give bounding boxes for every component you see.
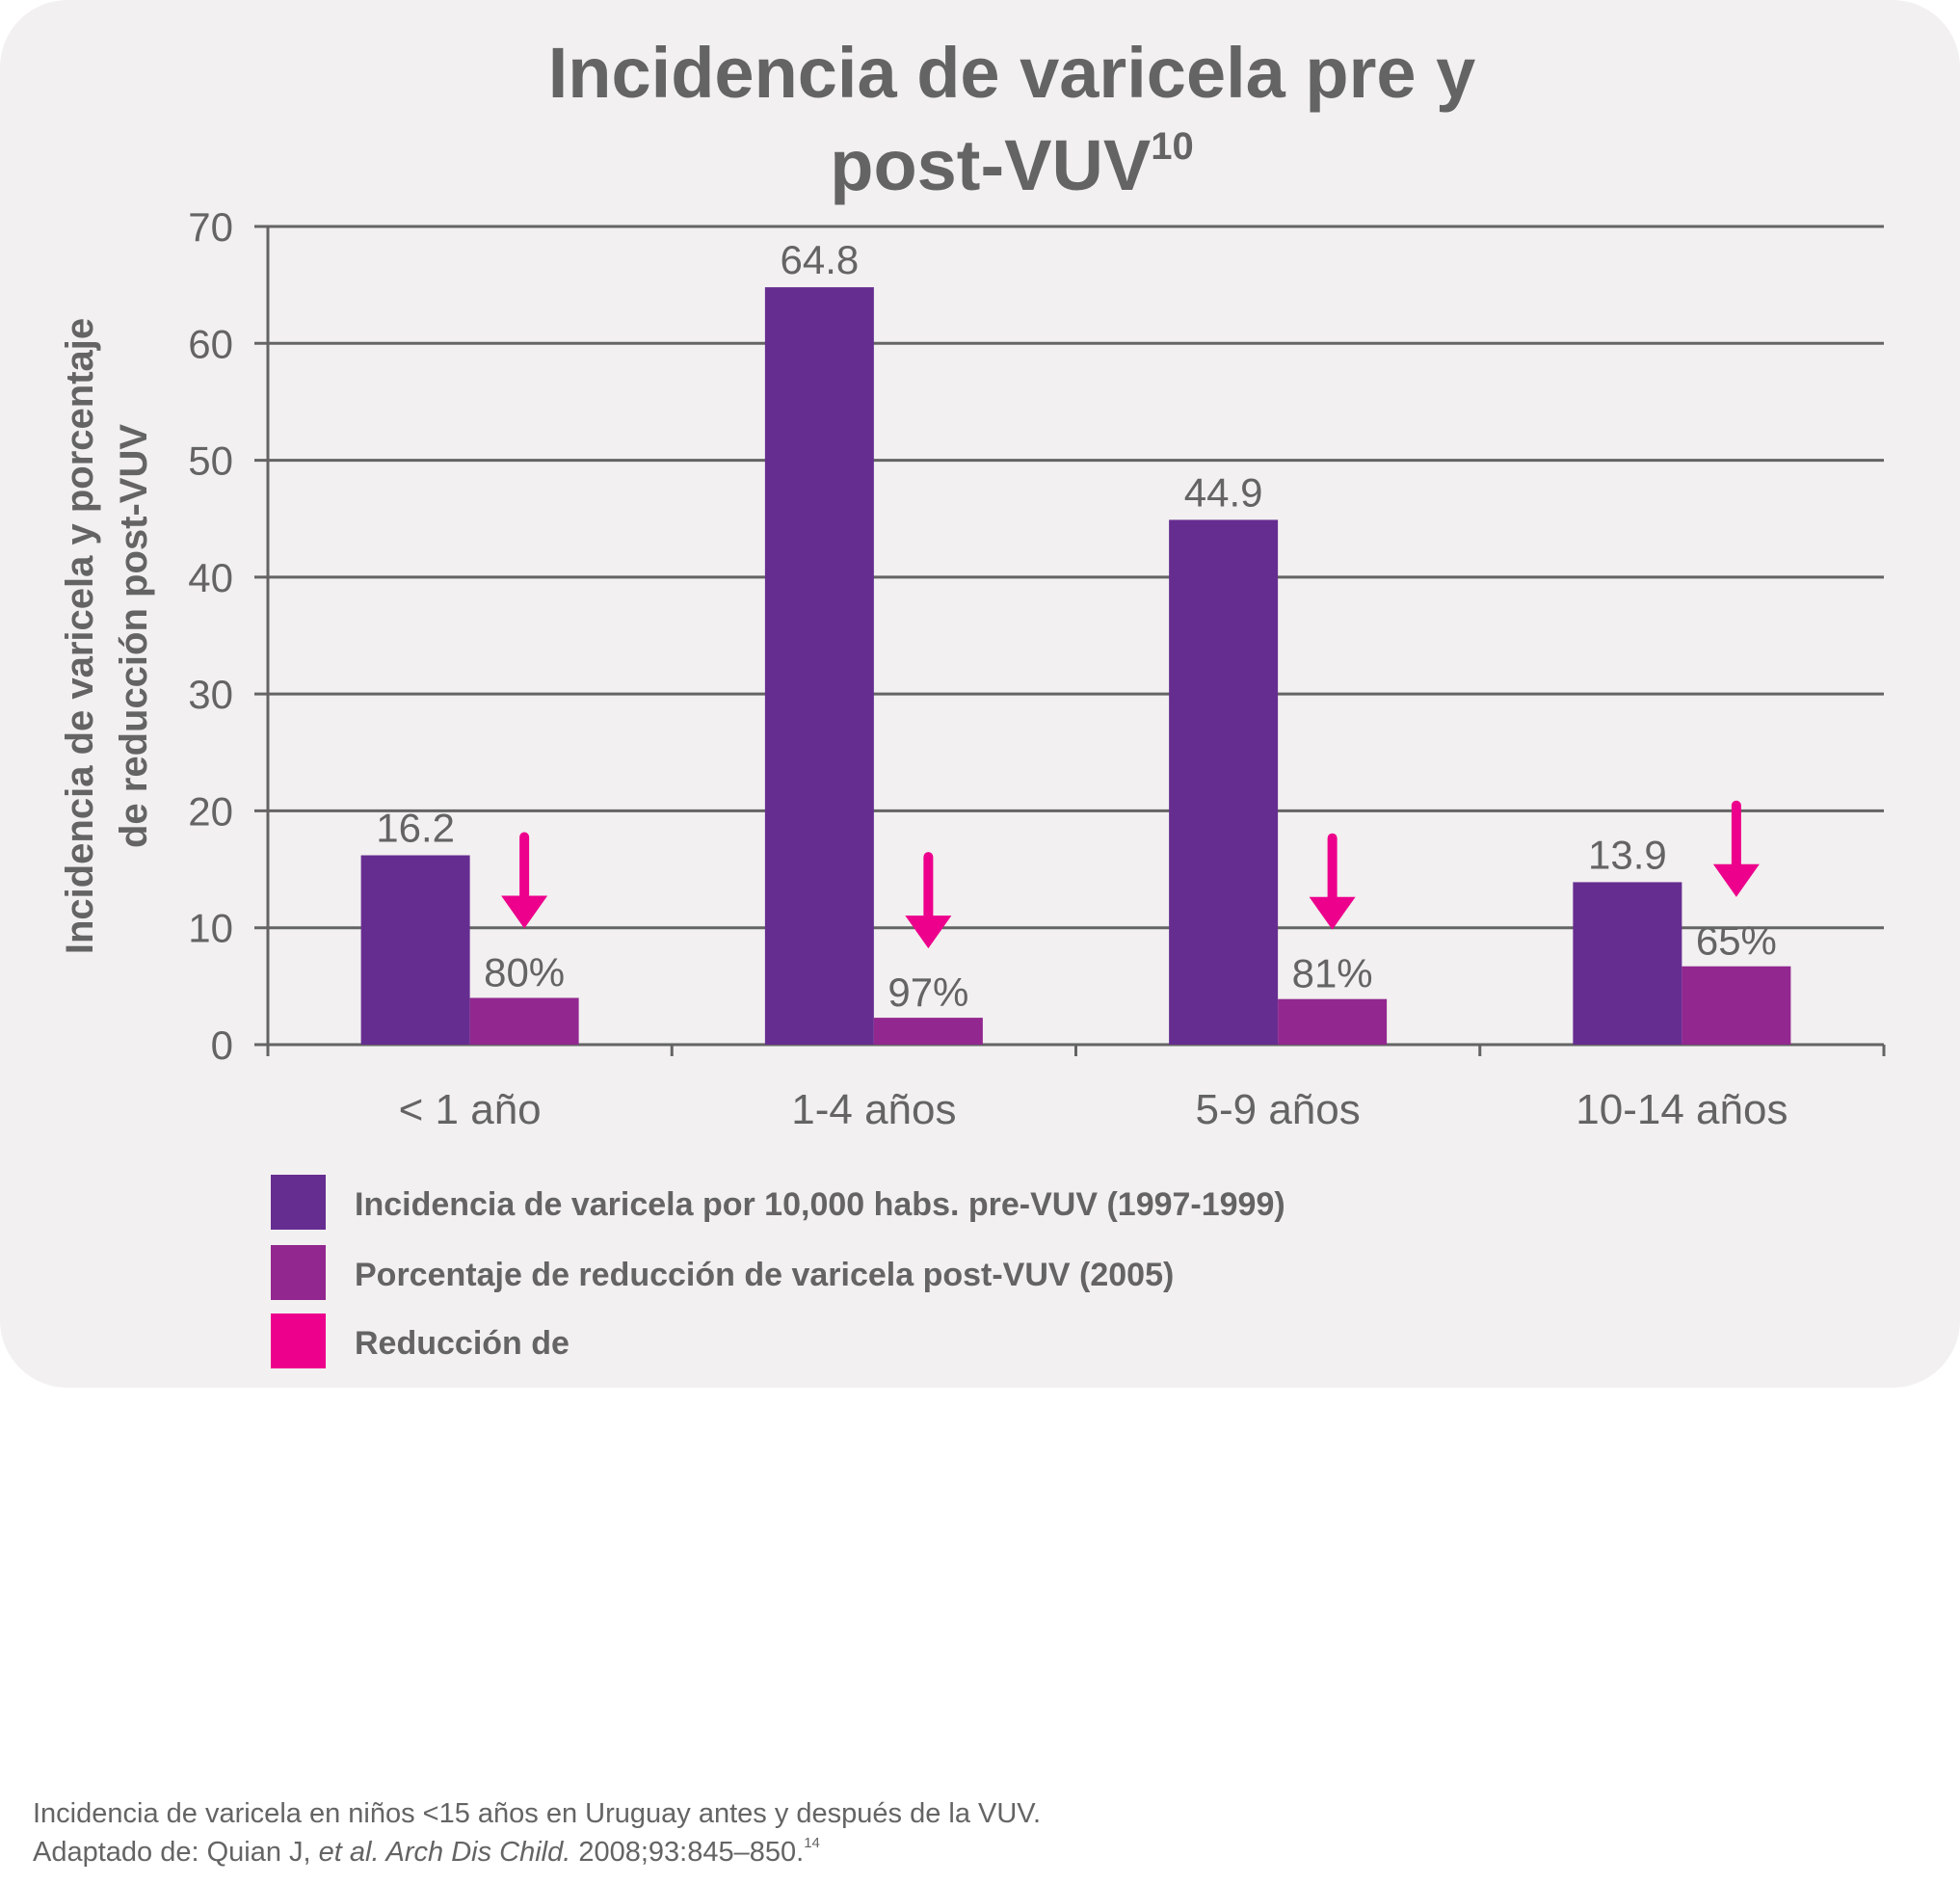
data-label-incidence: 44.9 (1184, 469, 1263, 515)
data-label-incidence: 16.2 (376, 806, 455, 851)
y-tick-label: 20 (188, 788, 233, 834)
legend-swatch (271, 1245, 326, 1300)
chart-title-superscript: 10 (1151, 125, 1194, 168)
bar-incidence (1573, 882, 1682, 1045)
y-tick-label: 60 (188, 321, 233, 366)
y-tick-label: 40 (188, 555, 233, 600)
down-arrow-icon (1309, 896, 1356, 930)
x-category-label: < 1 año (399, 1086, 542, 1133)
y-axis-title: Incidencia de varicela y porcentaje de re… (59, 318, 155, 954)
legend-swatch (271, 1175, 326, 1230)
x-category-label: 1-4 años (791, 1086, 956, 1133)
data-label-reduction: 80% (484, 949, 565, 995)
data-label-reduction: 97% (887, 969, 968, 1015)
bar-reduction (873, 1018, 983, 1045)
data-label-reduction: 81% (1292, 951, 1373, 996)
data-label-reduction: 65% (1696, 918, 1777, 964)
data-label-incidence: 64.8 (781, 237, 860, 282)
bar-reduction (1278, 998, 1388, 1045)
bar-incidence (360, 855, 470, 1045)
chart-title: Incidencia de varicela pre y post-VUV10 (0, 27, 1960, 212)
down-arrow-icon (501, 895, 548, 929)
bar-incidence (764, 287, 874, 1045)
bar-chart: 0 10 20 30 40 50 60 70 16.2 80% < 1 año 64.8 97% 1-4 … (59, 204, 1886, 1368)
legend-swatch (271, 1313, 326, 1368)
down-arrow-icon (905, 915, 952, 949)
caption-line2: Adaptado de: Quian J, et al. Arch Dis Ch… (33, 1833, 1041, 1871)
y-tick-label: 0 (211, 1022, 233, 1068)
down-arrow-icon (1712, 863, 1760, 897)
caption-source-italic: et al. Arch Dis Child. (318, 1837, 571, 1868)
bar-incidence (1169, 519, 1279, 1045)
y-tick-label: 50 (188, 438, 233, 484)
y-axis-title-line: de reducción post-VUV (113, 424, 155, 848)
x-category-label: 10-14 años (1576, 1086, 1788, 1133)
legend-label: Porcentaje de reducción de varicela post… (355, 1257, 1174, 1293)
chart-title-line1: Incidencia de varicela pre y (547, 33, 1476, 113)
y-tick-label: 10 (188, 906, 233, 951)
caption-source-suffix: 2008;93:845–850. (570, 1837, 805, 1868)
y-tick-label: 70 (188, 204, 233, 250)
caption-line1: Incidencia de varicela en niños <15 años… (33, 1798, 1042, 1829)
figure-caption: Incidencia de varicela en niños <15 años… (33, 1794, 1041, 1871)
caption-superscript: 14 (804, 1835, 820, 1851)
caption-source-prefix: Adaptado de: Quian J, (33, 1837, 319, 1868)
legend-label: Reducción de (355, 1325, 569, 1362)
y-axis-title-line: Incidencia de varicela y porcentaje (59, 318, 101, 954)
y-tick-label: 30 (188, 672, 233, 717)
legend-label: Incidencia de varicela por 10,000 habs. … (355, 1186, 1285, 1223)
chart-title-line2-text: post-VUV (830, 125, 1152, 205)
data-label-incidence: 13.9 (1588, 832, 1667, 877)
bar-reduction (469, 997, 579, 1045)
x-category-label: 5-9 años (1196, 1086, 1361, 1133)
bar-reduction (1682, 966, 1791, 1045)
chart-title-line2: post-VUV10 (0, 119, 1960, 212)
